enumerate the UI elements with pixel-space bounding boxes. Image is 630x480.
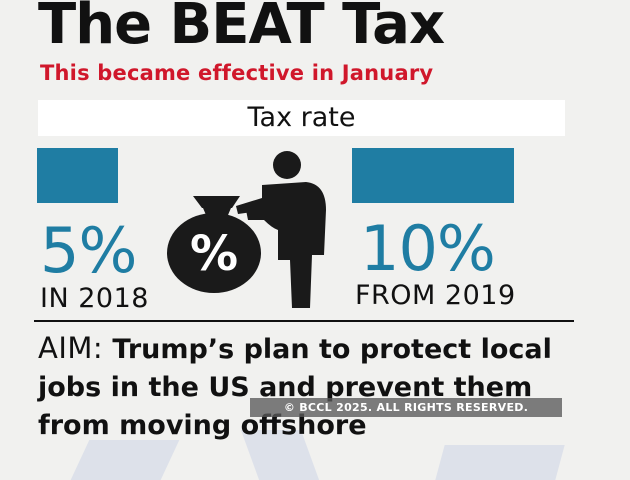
chart-title: Tax rate bbox=[247, 102, 356, 133]
bar-2019 bbox=[352, 148, 514, 203]
page-subtitle: This became effective in January bbox=[40, 61, 434, 85]
person-with-percent-money-bag-icon: % bbox=[167, 151, 326, 308]
divider bbox=[34, 320, 574, 322]
bar-2018 bbox=[37, 148, 118, 203]
value-label-2019: 10% bbox=[360, 212, 496, 285]
value-label-2018: 5% bbox=[40, 214, 137, 287]
page-title: The BEAT Tax bbox=[38, 0, 445, 57]
aim-label: AIM: bbox=[38, 331, 104, 365]
aim-statement: AIM: Trump’s plan to protect local jobs … bbox=[38, 330, 598, 444]
aim-text: Trump’s plan to protect local jobs in th… bbox=[38, 334, 552, 441]
copyright-watermark: © BCCL 2025. ALL RIGHTS RESERVED. bbox=[250, 398, 562, 417]
chart-title-band: Tax rate bbox=[38, 100, 565, 136]
category-label-2018: IN 2018 bbox=[40, 283, 149, 314]
percent-symbol: % bbox=[190, 226, 238, 282]
category-label-2019: FROM 2019 bbox=[355, 280, 516, 311]
